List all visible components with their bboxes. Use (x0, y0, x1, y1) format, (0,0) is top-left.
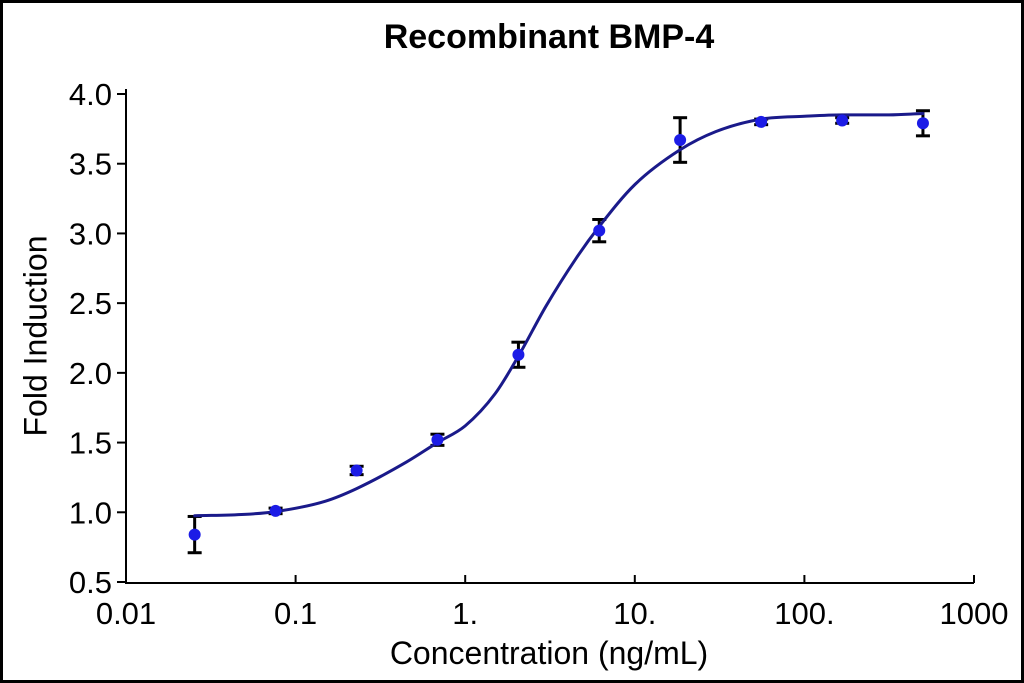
x-tick-label: 1000 (940, 596, 1009, 631)
x-tick-label: 1. (452, 596, 478, 631)
data-point (916, 117, 929, 130)
data-point (674, 134, 687, 147)
data-point (350, 464, 363, 477)
chart-title: Recombinant BMP-4 (383, 18, 715, 56)
x-tick-label: 0.1 (274, 596, 317, 631)
x-tick-label: 10. (613, 596, 656, 631)
y-tick-label: 2.0 (69, 356, 112, 391)
y-axis-title: Fold Induction (17, 235, 54, 437)
fit-curve (193, 112, 925, 518)
y-tick-label: 0.5 (69, 565, 112, 600)
data-point (188, 528, 201, 541)
data-point (512, 348, 525, 361)
x-axis-title: Concentration (ng/mL) (389, 635, 709, 671)
y-tick-label: 3.0 (69, 216, 112, 251)
y-tick-label: 3.5 (69, 147, 112, 182)
x-tick-label: 100. (774, 596, 834, 631)
x-tick-label: 0.01 (96, 596, 156, 631)
y-tick-label: 2.5 (69, 286, 112, 321)
data-point (836, 114, 849, 127)
data-point (755, 115, 768, 128)
y-tick-label: 1.0 (69, 495, 112, 530)
data-point (593, 224, 606, 237)
y-tick-label: 4.0 (69, 77, 112, 112)
data-point (431, 433, 444, 446)
data-point (269, 504, 282, 517)
y-tick-label: 1.5 (69, 426, 112, 461)
plot-canvas: 0.5 1.0 1.5 2.0 2.5 3.0 3.5 4.0 0.01 0.1 1. 10. 100.… (69, 77, 1009, 631)
